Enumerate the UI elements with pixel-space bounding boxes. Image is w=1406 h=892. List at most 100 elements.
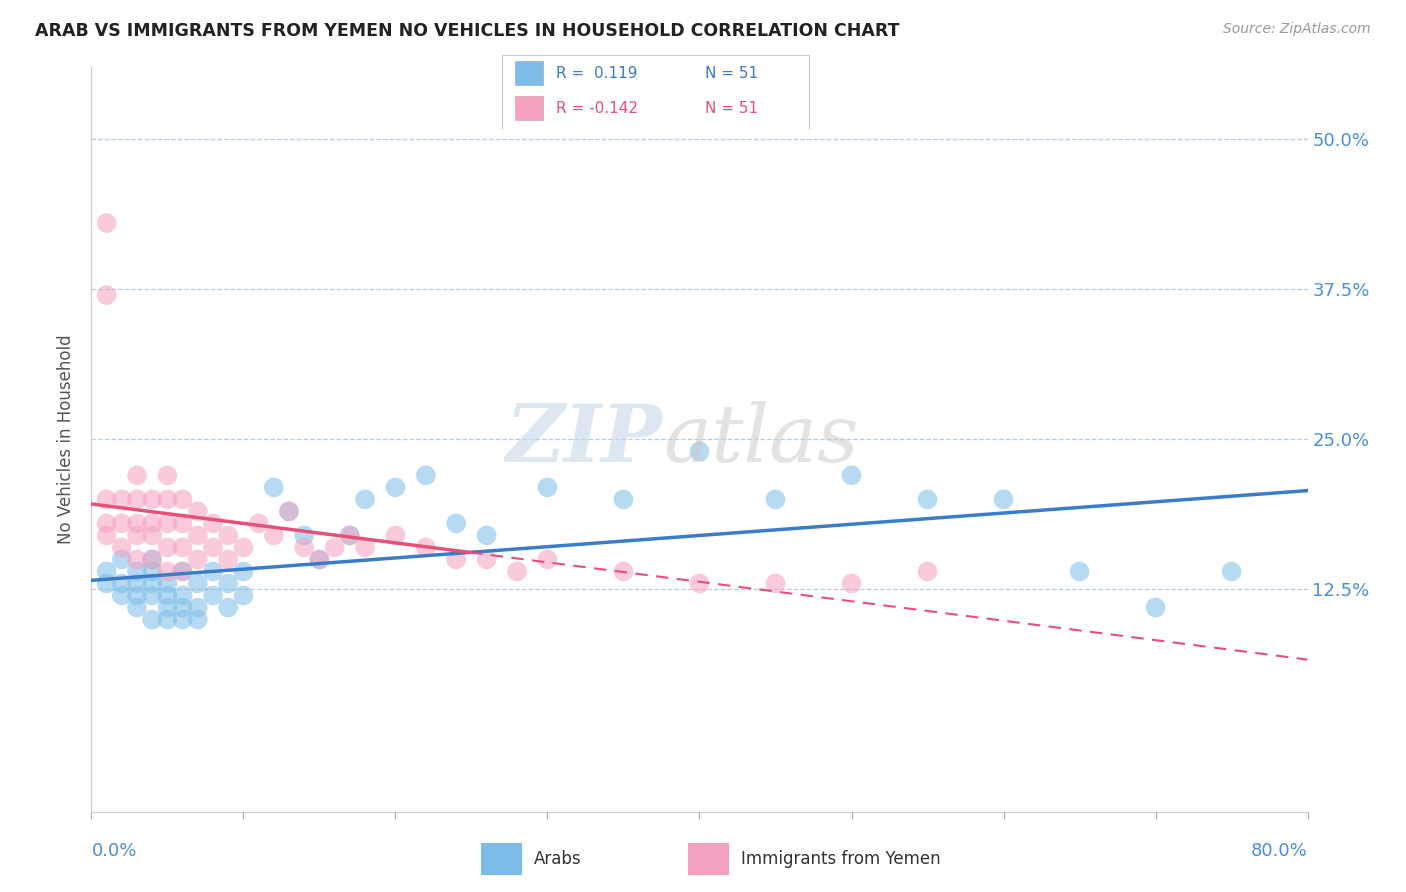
Point [536,552,558,566]
Point [202,541,225,555]
Point [111,541,134,555]
Text: N = 51: N = 51 [704,66,758,81]
Point [156,516,179,531]
Point [415,468,437,483]
Point [125,565,148,579]
Point [384,480,406,494]
Point [187,576,209,591]
Point [765,576,787,591]
Point [156,576,179,591]
Text: Arabs: Arabs [534,849,582,868]
Text: atlas: atlas [664,401,859,478]
Point [96,576,118,591]
Point [444,552,467,566]
Point [232,565,254,579]
Point [384,528,406,542]
Y-axis label: No Vehicles in Household: No Vehicles in Household [58,334,76,544]
Point [125,516,148,531]
Point [612,565,634,579]
Point [1144,600,1167,615]
Point [339,528,361,542]
Bar [688,843,728,875]
Point [96,528,118,542]
Point [308,552,330,566]
Point [111,516,134,531]
Point [688,444,710,458]
Point [172,565,194,579]
Point [172,600,194,615]
Point [202,516,225,531]
Point [278,504,301,518]
Point [96,216,118,230]
Point [308,552,330,566]
Point [96,492,118,507]
Point [612,492,634,507]
Point [172,541,194,555]
Point [156,492,179,507]
Point [125,576,148,591]
Point [292,528,315,542]
Text: ZIP: ZIP [506,401,664,478]
Point [339,528,361,542]
Point [141,565,163,579]
Point [156,541,179,555]
Point [415,541,437,555]
Point [278,504,301,518]
Point [172,613,194,627]
Point [187,613,209,627]
Text: ARAB VS IMMIGRANTS FROM YEMEN NO VEHICLES IN HOUSEHOLD CORRELATION CHART: ARAB VS IMMIGRANTS FROM YEMEN NO VEHICLE… [35,22,900,40]
Point [125,492,148,507]
Bar [481,843,522,875]
Bar [515,96,543,120]
Point [217,528,239,542]
Point [156,468,179,483]
Point [141,589,163,603]
Point [917,565,939,579]
Text: R =  0.119: R = 0.119 [557,66,637,81]
Text: Immigrants from Yemen: Immigrants from Yemen [741,849,941,868]
Point [263,480,285,494]
Point [172,589,194,603]
Point [217,552,239,566]
Text: N = 51: N = 51 [704,101,758,116]
Point [156,589,179,603]
Point [172,516,194,531]
Text: 80.0%: 80.0% [1251,842,1308,860]
Point [688,576,710,591]
Point [172,492,194,507]
Point [917,492,939,507]
Point [202,589,225,603]
Point [125,552,148,566]
Point [141,613,163,627]
Point [475,552,498,566]
Point [125,528,148,542]
Point [125,589,148,603]
Point [1069,565,1091,579]
Point [125,600,148,615]
Point [841,468,863,483]
Point [536,480,558,494]
Text: R = -0.142: R = -0.142 [557,101,638,116]
Point [323,541,346,555]
Point [993,492,1015,507]
Point [263,528,285,542]
Bar [515,62,543,86]
Point [187,504,209,518]
Point [354,492,377,507]
Point [96,288,118,302]
Point [187,552,209,566]
Point [141,528,163,542]
Point [141,516,163,531]
Point [96,565,118,579]
Point [111,552,134,566]
Point [232,541,254,555]
Point [506,565,529,579]
Point [141,492,163,507]
Point [765,492,787,507]
Point [141,576,163,591]
Point [141,552,163,566]
Point [187,528,209,542]
Point [1220,565,1243,579]
Point [187,600,209,615]
Point [247,516,270,531]
